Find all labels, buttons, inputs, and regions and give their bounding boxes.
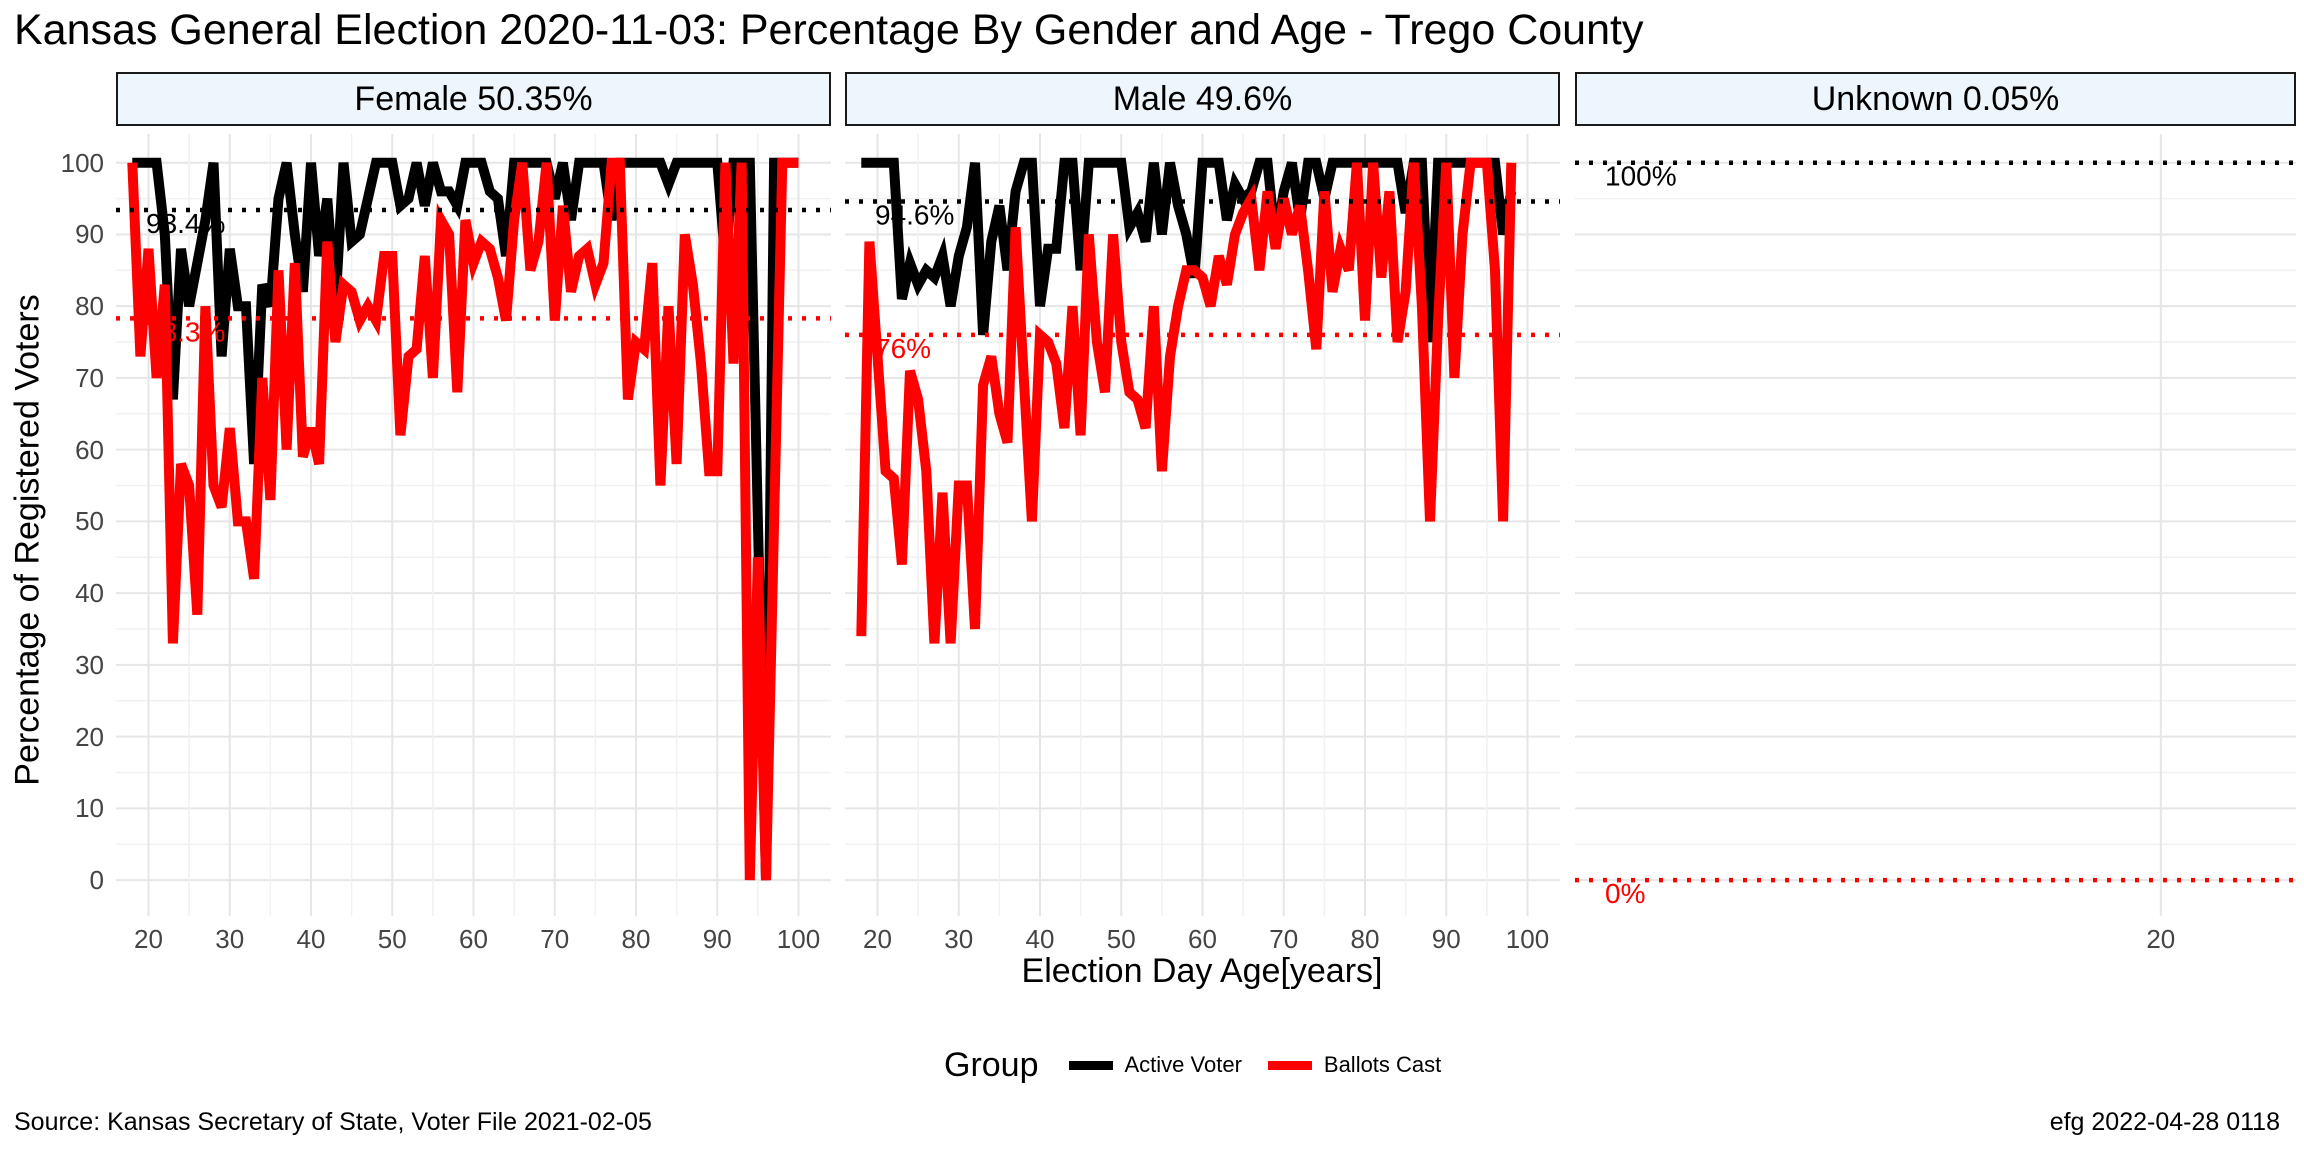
- series-line-active-voter: [861, 157, 1517, 343]
- series-line-active-voter: [132, 157, 799, 881]
- panel-unknown-plot: 100% 0% 20: [1575, 134, 2296, 954]
- x-tick-label: 20: [134, 924, 163, 954]
- series-line-ballots-cast: [127, 157, 799, 881]
- x-tick-label: 50: [378, 924, 407, 954]
- y-tick-label: 30: [75, 649, 104, 680]
- x-tick-label: 80: [622, 924, 651, 954]
- reference-label-ballots-cast: 0%: [1605, 878, 1645, 909]
- facet-strip-unknown-label: Unknown 0.05%: [1811, 79, 2060, 118]
- facet-strip-unknown: Unknown 0.05%: [1575, 72, 2296, 126]
- x-tick-label: 30: [944, 924, 973, 954]
- x-tick-label: 50: [1107, 924, 1136, 954]
- x-tick-label: 40: [297, 924, 326, 954]
- x-tick-label: 90: [1432, 924, 1461, 954]
- x-tick-label: 40: [1026, 924, 1055, 954]
- y-tick-label: 20: [75, 721, 104, 752]
- chart-title: Kansas General Election 2020-11-03: Perc…: [14, 6, 1644, 54]
- x-axis-label: Election Day Age[years]: [1021, 952, 1383, 990]
- legend-item-active-voter: Active Voter: [1068, 1052, 1242, 1078]
- facet-strip-female-label: Female 50.35%: [354, 79, 593, 118]
- y-tick-label: 40: [75, 578, 104, 609]
- legend-label-active-voter: Active Voter: [1124, 1052, 1242, 1077]
- x-tick-label: 30: [215, 924, 244, 954]
- reference-label-active-voter: 93.4%: [146, 208, 225, 239]
- x-tick-label: 20: [2146, 924, 2175, 954]
- author-stamp: efg 2022-04-28 0118: [2049, 1108, 2280, 1136]
- y-tick-label: 90: [75, 219, 104, 250]
- legend: Group Active Voter Ballots Cast: [944, 1040, 1467, 1090]
- x-tick-label: 70: [1269, 924, 1298, 954]
- reference-label-active-voter: 100%: [1605, 161, 1677, 192]
- y-tick-label: 60: [75, 434, 104, 465]
- y-axis-label: Percentage of Registered Voters: [8, 294, 47, 786]
- y-tick-label: 0: [89, 865, 104, 896]
- facet-strip-male-label: Male 49.6%: [1112, 79, 1293, 118]
- source-note: Source: Kansas Secretary of State, Voter…: [14, 1108, 652, 1136]
- panel-unknown: 100% 0% 20: [1575, 134, 2296, 954]
- y-tick-label: 70: [75, 362, 104, 393]
- panel-female: 93.4% 78.3% 20 30 40 50 60 70 80 90 100: [116, 134, 831, 954]
- facet-strip-female: Female 50.35%: [116, 72, 831, 126]
- x-tick-label: 100: [777, 924, 820, 954]
- panel-male-plot: 94.6% 76% 20 30 40 50 60 70 80 90 100: [845, 134, 1560, 954]
- facet-strip-male: Male 49.6%: [845, 72, 1560, 126]
- y-tick-label: 100: [60, 147, 104, 178]
- reference-label-ballots-cast: 76%: [875, 333, 931, 364]
- reference-label-active-voter: 94.6%: [875, 199, 954, 230]
- series-line-ballots-cast: [856, 157, 1517, 644]
- legend-label-ballots-cast: Ballots Cast: [1323, 1052, 1442, 1077]
- x-tick-label: 70: [540, 924, 569, 954]
- y-tick-label: 50: [75, 506, 104, 537]
- x-tick-label: 100: [1506, 924, 1549, 954]
- legend-title: Group: [944, 1045, 1039, 1084]
- y-tick-label: 10: [75, 793, 104, 824]
- reference-label-ballots-cast: 78.3%: [146, 316, 225, 347]
- x-tick-label: 90: [703, 924, 732, 954]
- legend-item-ballots-cast: Ballots Cast: [1267, 1052, 1442, 1078]
- x-tick-label: 60: [1188, 924, 1217, 954]
- x-tick-label: 60: [459, 924, 488, 954]
- x-tick-label: 20: [863, 924, 892, 954]
- y-tick-label: 80: [75, 291, 104, 322]
- x-tick-label: 80: [1351, 924, 1380, 954]
- legend-swatch-ballots-cast: [1267, 1060, 1312, 1070]
- panel-female-plot: 93.4% 78.3% 20 30 40 50 60 70 80 90 100: [116, 134, 831, 954]
- legend-swatch-active-voter: [1068, 1060, 1113, 1070]
- panel-male: 94.6% 76% 20 30 40 50 60 70 80 90 100: [845, 134, 1560, 954]
